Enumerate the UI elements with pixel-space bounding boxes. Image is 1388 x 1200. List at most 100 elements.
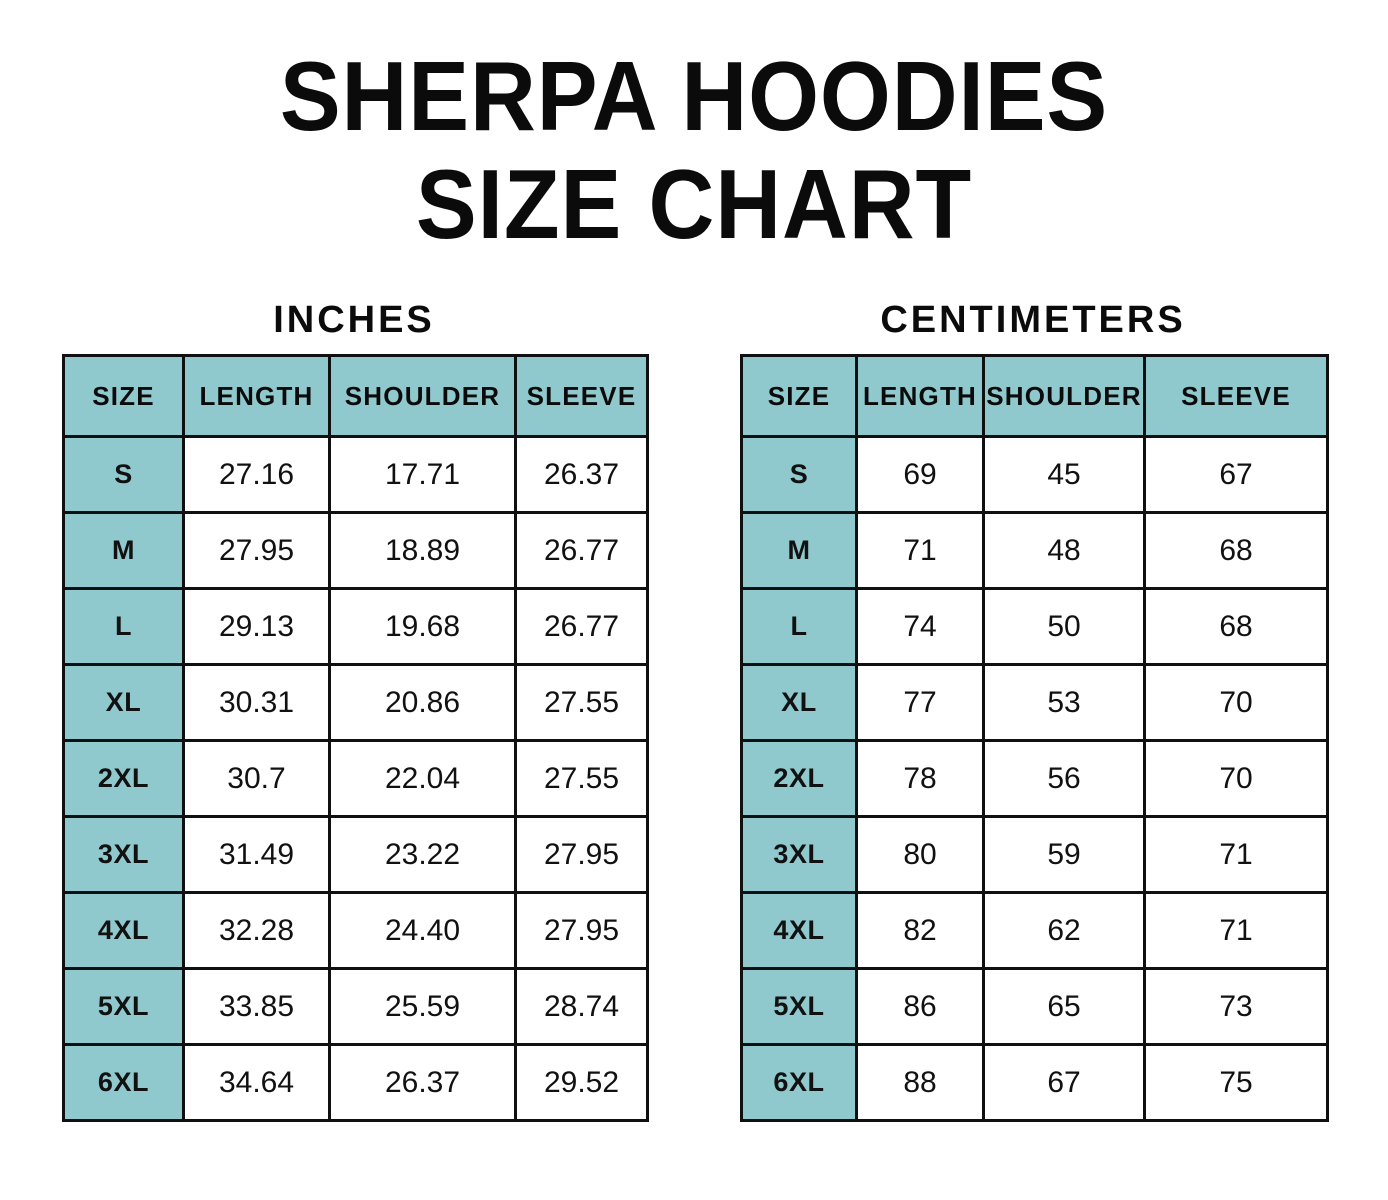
- cell-length: 27.95: [182, 511, 331, 590]
- table-row: L 74 50 68: [740, 587, 1329, 666]
- cell-shoulder: 20.86: [328, 663, 517, 742]
- table-row: 3XL 80 59 71: [740, 815, 1329, 894]
- cell-size: M: [62, 511, 185, 590]
- cell-shoulder: 24.40: [328, 891, 517, 970]
- cell-size: 2XL: [740, 739, 858, 818]
- cell-shoulder: 53: [982, 663, 1146, 742]
- cell-size: S: [740, 435, 858, 514]
- cell-length: 82: [855, 891, 985, 970]
- cell-shoulder: 25.59: [328, 967, 517, 1046]
- cell-size: 2XL: [62, 739, 185, 818]
- cell-size: 4XL: [62, 891, 185, 970]
- table-row: XL 77 53 70: [740, 663, 1329, 742]
- cell-sleeve: 27.55: [514, 739, 649, 818]
- cell-size: XL: [740, 663, 858, 742]
- cell-length: 74: [855, 587, 985, 666]
- column-header-shoulder: SHOULDER: [982, 354, 1146, 438]
- cell-size: 5XL: [62, 967, 185, 1046]
- cell-shoulder: 45: [982, 435, 1146, 514]
- table-row: XL 30.31 20.86 27.55: [62, 663, 649, 742]
- cell-shoulder: 67: [982, 1043, 1146, 1122]
- cell-size: S: [62, 435, 185, 514]
- table-row: 4XL 32.28 24.40 27.95: [62, 891, 649, 970]
- cell-length: 31.49: [182, 815, 331, 894]
- column-header-sleeve: SLEEVE: [1143, 354, 1329, 438]
- cell-length: 69: [855, 435, 985, 514]
- cell-sleeve: 27.95: [514, 891, 649, 970]
- table-row: 4XL 82 62 71: [740, 891, 1329, 970]
- cell-sleeve: 68: [1143, 511, 1329, 590]
- cell-sleeve: 71: [1143, 815, 1329, 894]
- cell-shoulder: 26.37: [328, 1043, 517, 1122]
- cell-size: L: [740, 587, 858, 666]
- column-header-size: SIZE: [740, 354, 858, 438]
- cell-shoulder: 50: [982, 587, 1146, 666]
- cell-sleeve: 73: [1143, 967, 1329, 1046]
- table-row: 3XL 31.49 23.22 27.95: [62, 815, 649, 894]
- table-row: M 27.95 18.89 26.77: [62, 511, 649, 590]
- cell-sleeve: 70: [1143, 739, 1329, 818]
- cell-sleeve: 75: [1143, 1043, 1329, 1122]
- size-table-centimeters: SIZE LENGTH SHOULDER SLEEVE S 69 45 67 M…: [740, 354, 1329, 1122]
- cell-length: 30.31: [182, 663, 331, 742]
- title-line-2: SIZE CHART: [415, 149, 973, 259]
- cell-shoulder: 59: [982, 815, 1146, 894]
- section-label-inches: INCHES: [273, 299, 435, 341]
- column-header-length: LENGTH: [182, 354, 331, 438]
- column-header-shoulder: SHOULDER: [328, 354, 517, 438]
- table-header-row: SIZE LENGTH SHOULDER SLEEVE: [62, 354, 649, 438]
- cell-sleeve: 27.95: [514, 815, 649, 894]
- cell-size: 3XL: [62, 815, 185, 894]
- cell-length: 29.13: [182, 587, 331, 666]
- cell-sleeve: 29.52: [514, 1043, 649, 1122]
- table-row: S 69 45 67: [740, 435, 1329, 514]
- cell-shoulder: 56: [982, 739, 1146, 818]
- cell-sleeve: 26.77: [514, 511, 649, 590]
- page-title: SHERPA HOODIES SIZE CHART: [0, 42, 1388, 258]
- table-row: L 29.13 19.68 26.77: [62, 587, 649, 666]
- cell-length: 27.16: [182, 435, 331, 514]
- cell-size: 5XL: [740, 967, 858, 1046]
- cell-size: XL: [62, 663, 185, 742]
- table-row: 6XL 34.64 26.37 29.52: [62, 1043, 649, 1122]
- table-row: 6XL 88 67 75: [740, 1043, 1329, 1122]
- cell-length: 86: [855, 967, 985, 1046]
- table-header-row: SIZE LENGTH SHOULDER SLEEVE: [740, 354, 1329, 438]
- cell-length: 34.64: [182, 1043, 331, 1122]
- table-row: 2XL 30.7 22.04 27.55: [62, 739, 649, 818]
- table-row: S 27.16 17.71 26.37: [62, 435, 649, 514]
- column-header-sleeve: SLEEVE: [514, 354, 649, 438]
- cell-length: 33.85: [182, 967, 331, 1046]
- cell-length: 80: [855, 815, 985, 894]
- table-row: 5XL 33.85 25.59 28.74: [62, 967, 649, 1046]
- cell-shoulder: 48: [982, 511, 1146, 590]
- section-label-centimeters: CENTIMETERS: [880, 299, 1186, 341]
- cell-length: 88: [855, 1043, 985, 1122]
- cell-sleeve: 27.55: [514, 663, 649, 742]
- cell-shoulder: 22.04: [328, 739, 517, 818]
- cell-sleeve: 68: [1143, 587, 1329, 666]
- cell-shoulder: 23.22: [328, 815, 517, 894]
- cell-length: 71: [855, 511, 985, 590]
- cell-sleeve: 67: [1143, 435, 1329, 514]
- cell-length: 30.7: [182, 739, 331, 818]
- cell-sleeve: 70: [1143, 663, 1329, 742]
- table-row: 2XL 78 56 70: [740, 739, 1329, 818]
- cell-size: L: [62, 587, 185, 666]
- cell-size: 4XL: [740, 891, 858, 970]
- cell-size: 6XL: [740, 1043, 858, 1122]
- cell-size: 6XL: [62, 1043, 185, 1122]
- cell-shoulder: 17.71: [328, 435, 517, 514]
- title-line-1: SHERPA HOODIES: [279, 41, 1109, 151]
- size-table-inches: SIZE LENGTH SHOULDER SLEEVE S 27.16 17.7…: [62, 354, 649, 1122]
- cell-size: 3XL: [740, 815, 858, 894]
- column-header-size: SIZE: [62, 354, 185, 438]
- cell-length: 78: [855, 739, 985, 818]
- column-header-length: LENGTH: [855, 354, 985, 438]
- cell-shoulder: 19.68: [328, 587, 517, 666]
- cell-length: 32.28: [182, 891, 331, 970]
- table-row: M 71 48 68: [740, 511, 1329, 590]
- cell-shoulder: 18.89: [328, 511, 517, 590]
- table-row: 5XL 86 65 73: [740, 967, 1329, 1046]
- cell-shoulder: 65: [982, 967, 1146, 1046]
